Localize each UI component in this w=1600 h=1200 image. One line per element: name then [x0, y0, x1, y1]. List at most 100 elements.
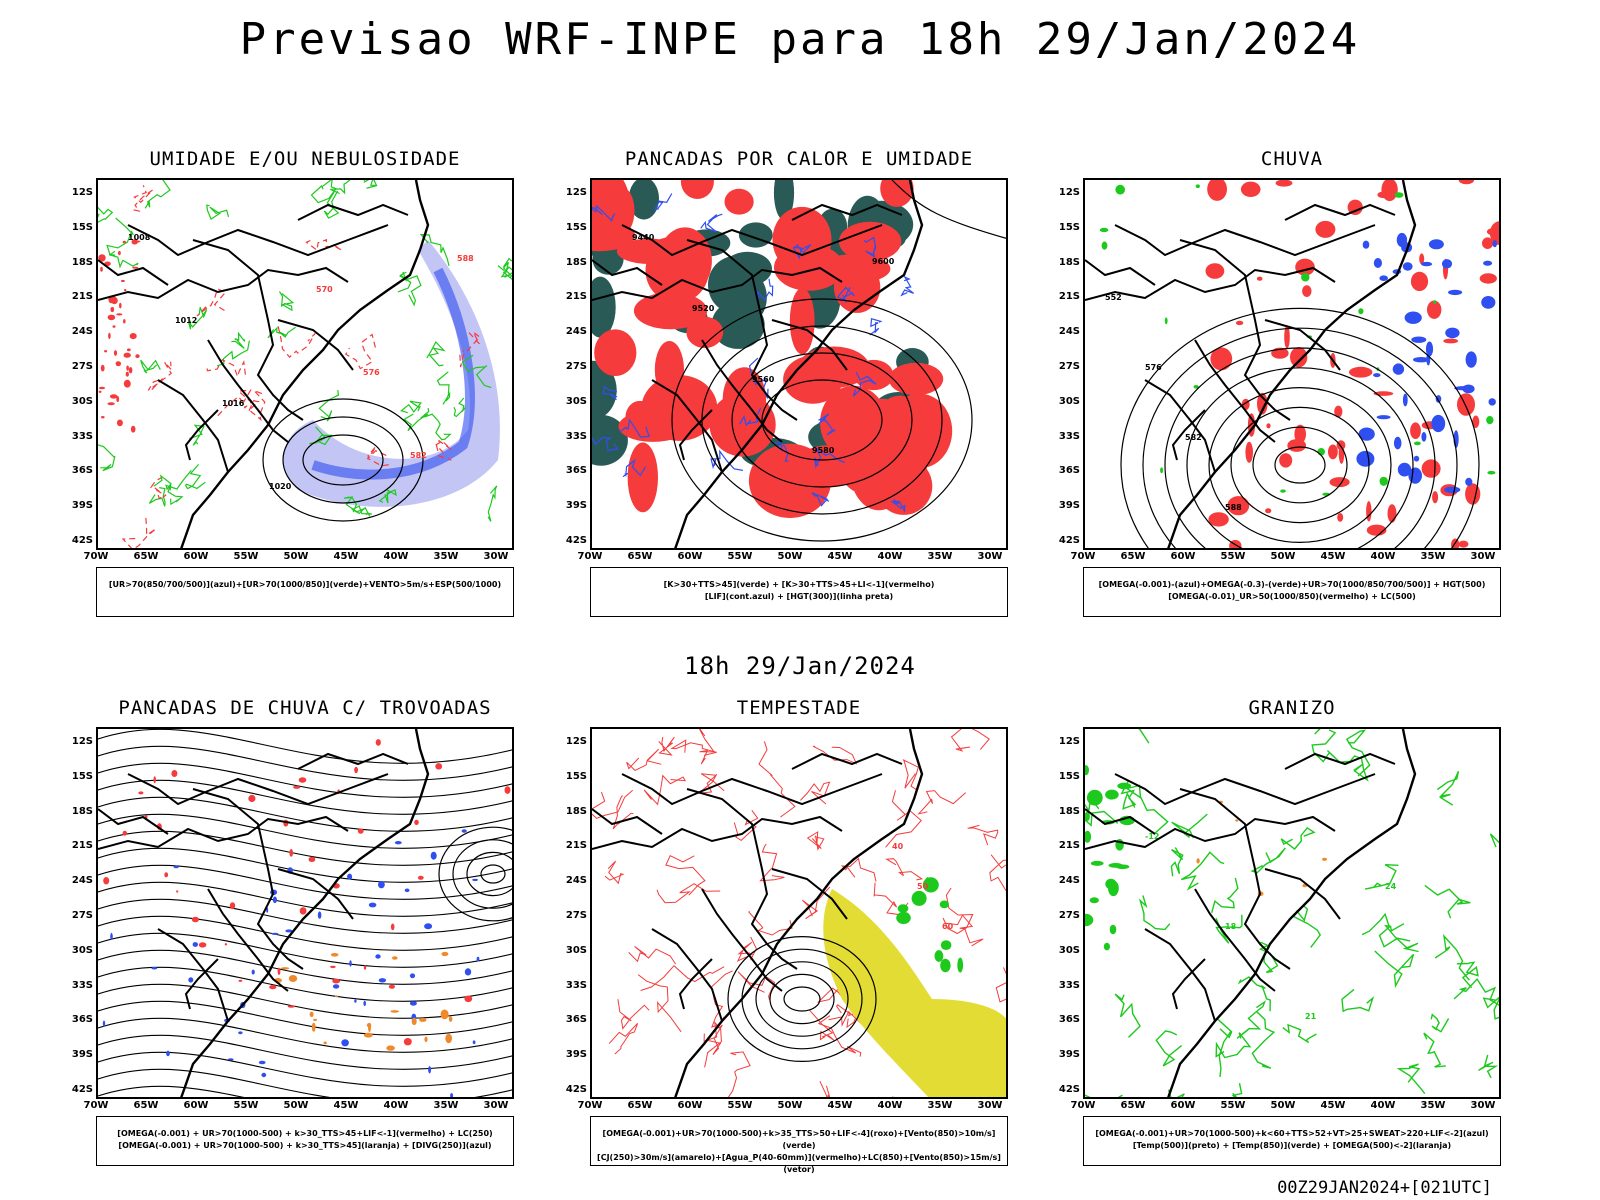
precip-water-contour	[617, 999, 650, 1030]
lif-contour	[869, 318, 883, 336]
rain-area-blue	[1483, 260, 1493, 266]
divergence-dot	[430, 851, 437, 860]
precip-water-contour	[711, 970, 733, 1028]
low-level-humidity-contour	[106, 217, 134, 256]
country-border	[1284, 752, 1396, 770]
temp850-contour	[1424, 884, 1471, 919]
panel-title: CHUVA	[1260, 148, 1324, 170]
lat-tick-label: 24S	[565, 326, 587, 338]
low-level-humidity-contour	[397, 271, 412, 293]
lat-tick-label: 33S	[71, 430, 93, 442]
red-area	[839, 439, 896, 495]
thickness-contour	[196, 288, 228, 317]
red-patch	[126, 365, 129, 371]
divergence-dot	[472, 1040, 476, 1045]
legend-line: [UR>70(850/700/500)](azul)+[UR>70(1000/8…	[108, 580, 502, 589]
precip-water-contour	[759, 843, 785, 882]
country-border	[791, 203, 903, 221]
lon-tick-label: 40W	[383, 1100, 409, 1111]
rain-area-blue	[1392, 363, 1405, 375]
lat-tick-label: 21S	[565, 291, 587, 303]
temp850-patch	[1109, 924, 1117, 935]
lat-tick-label: 27S	[565, 361, 587, 372]
divergence-dot	[110, 932, 113, 941]
precip-water-contour	[989, 854, 1006, 894]
rain-area-red	[1410, 271, 1429, 292]
contour-label: 9580	[812, 446, 835, 455]
temp850-contour	[1453, 977, 1499, 1006]
contour-label: 9440	[632, 233, 655, 242]
red-area	[789, 288, 815, 355]
lat-tick-label: 39S	[1058, 1049, 1080, 1061]
low-level-humidity-contour	[153, 469, 192, 491]
low-level-humidity-contour	[378, 488, 397, 504]
thunder-dot	[248, 794, 256, 803]
contour-label: -12	[1145, 832, 1159, 841]
rain-area-red	[1337, 513, 1344, 522]
contour-label: 60	[942, 922, 954, 931]
panel-title: TEMPESTADE	[736, 697, 862, 719]
red-patch	[115, 361, 121, 367]
rain-area-red	[1472, 415, 1480, 428]
thunder-dot	[388, 984, 395, 989]
lc850-ring	[727, 936, 877, 1063]
precip-water-contour	[800, 781, 831, 805]
red-patch	[107, 402, 115, 406]
rain-area-blue	[1402, 393, 1408, 407]
rain-area-red	[1334, 405, 1343, 418]
map-panel: 552 576 582 588	[1083, 178, 1501, 550]
red-patch	[101, 416, 105, 419]
rain-area-green	[1115, 184, 1125, 195]
streamline	[98, 745, 512, 781]
temp850-contour	[1489, 833, 1499, 848]
legend-line: [OMEGA(-0.01)_UR>50(1000/850)(vermelho) …	[1168, 592, 1416, 601]
country-border	[98, 808, 169, 835]
lon-tick-label: 65W	[627, 551, 653, 562]
divergence-dot	[272, 896, 277, 904]
orange-dot	[330, 953, 339, 957]
orange-dot	[335, 995, 338, 998]
temp850-contour	[1236, 1000, 1267, 1039]
country-border	[98, 259, 169, 286]
low-level-humidity-contour	[231, 331, 246, 349]
green-area	[773, 180, 795, 221]
thickness-contour	[147, 361, 173, 391]
country-border	[192, 788, 304, 970]
map-panel: 1008 1012 1016 1020 570 576 582 588	[96, 178, 514, 550]
panel-legend: [OMEGA(-0.001) + UR>70(1000-500) + k>30_…	[96, 1116, 514, 1166]
red-patch	[121, 279, 125, 283]
lc850-ring	[769, 973, 835, 1025]
country-border	[592, 259, 663, 286]
lat-tick-label: 21S	[1058, 840, 1080, 852]
lat-tick-label: 39S	[565, 500, 587, 512]
omega-dot	[1235, 819, 1239, 822]
panel-title: GRANIZO	[1248, 697, 1336, 719]
rain-area-red	[1458, 540, 1469, 548]
rain-area-red	[1419, 253, 1425, 265]
orange-dot	[311, 1022, 316, 1032]
temp850-patch	[1085, 765, 1089, 776]
lon-tick-label: 70W	[1070, 551, 1096, 562]
divergence-dot	[261, 1072, 267, 1078]
red-patch	[123, 352, 131, 358]
country-border	[297, 752, 409, 770]
precip-water-contour	[812, 745, 858, 765]
lon-tick-label: 65W	[133, 1100, 159, 1111]
low-level-humidity-contour	[363, 180, 378, 189]
rain-area-red	[1275, 180, 1293, 187]
red-area	[627, 442, 658, 513]
red-patch	[132, 266, 139, 269]
low-level-humidity-contour	[461, 354, 492, 389]
rain-area-red	[1381, 180, 1398, 202]
country-border	[127, 773, 389, 806]
red-patch	[112, 325, 116, 328]
streamline	[98, 813, 512, 849]
low-level-humidity-contour	[148, 487, 166, 507]
precip-water-contour	[917, 790, 967, 815]
precip-water-contour	[967, 824, 999, 846]
temp850-contour	[1364, 864, 1399, 890]
thunder-dot	[176, 890, 179, 893]
temp850-contour	[1311, 729, 1340, 763]
red-patch	[104, 350, 108, 353]
divergence-dot	[404, 888, 410, 893]
